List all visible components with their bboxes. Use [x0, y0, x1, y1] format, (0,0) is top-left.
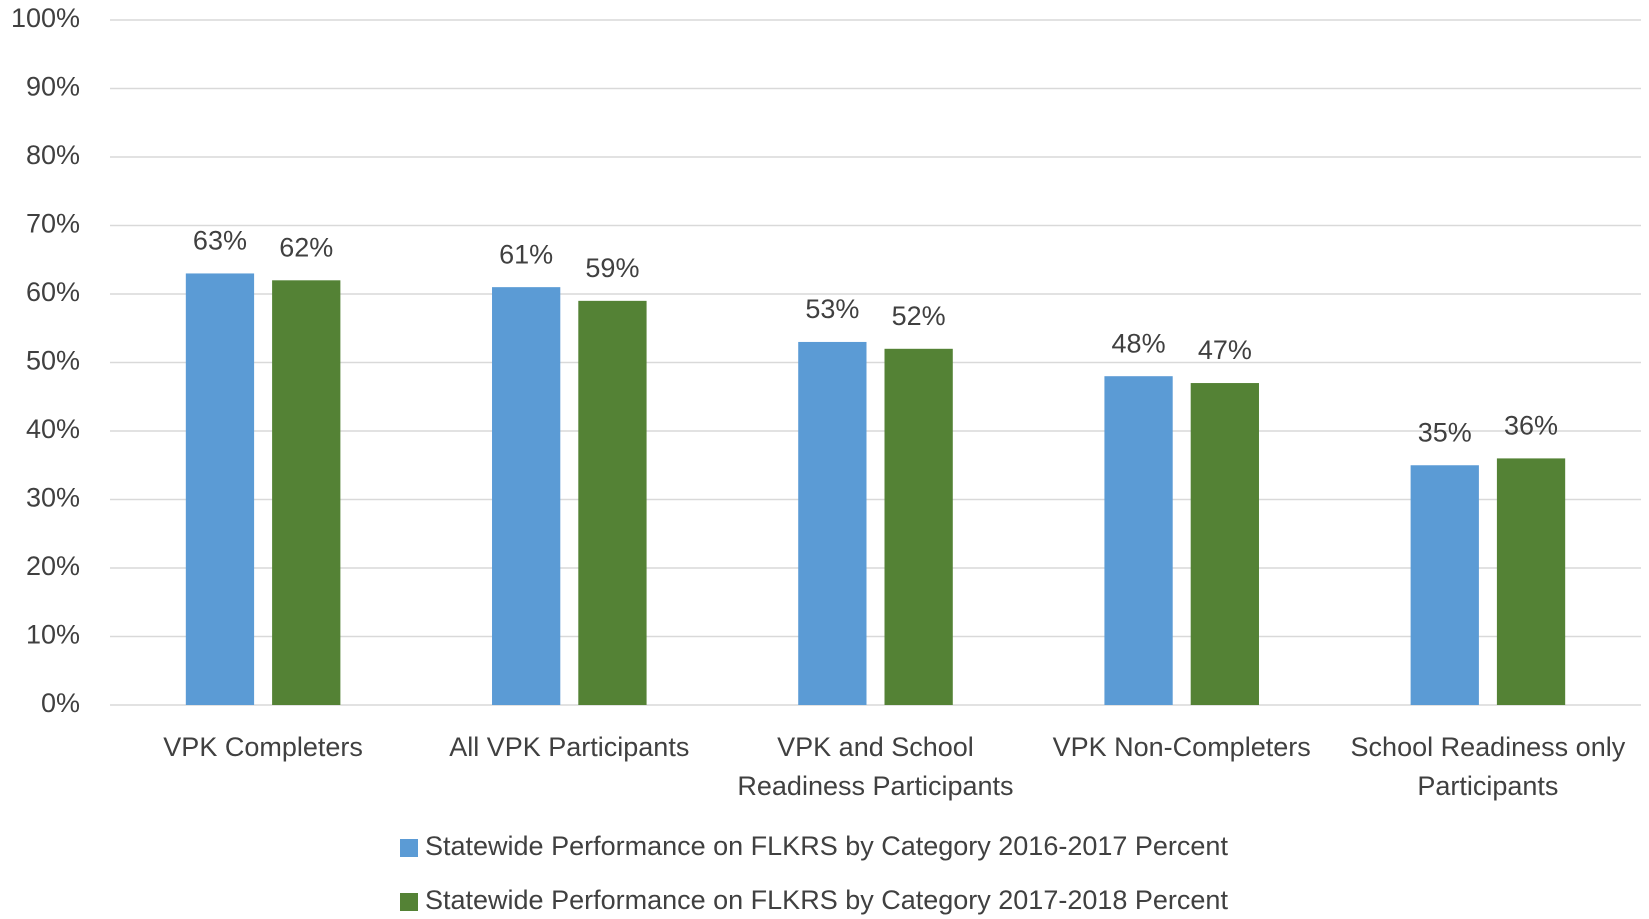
y-tick-label: 90% [26, 72, 80, 102]
data-label: 61% [499, 239, 553, 269]
legend-swatch [400, 893, 418, 911]
y-tick-label: 100% [11, 3, 80, 33]
bar [272, 280, 341, 705]
y-tick-label: 40% [26, 414, 80, 444]
data-label: 47% [1198, 335, 1252, 365]
x-tick-label: School Readiness only Participants [1350, 732, 1626, 801]
data-label: 52% [892, 301, 946, 331]
bar [185, 273, 255, 705]
legend-label: Statewide Performance on FLKRS by Catego… [425, 831, 1228, 861]
y-tick-label: 30% [26, 483, 80, 513]
data-label: 48% [1112, 328, 1166, 358]
legend-swatch [400, 839, 418, 857]
x-tick-label: VPK Non-Completers [1052, 732, 1311, 762]
y-tick-label: 20% [26, 551, 80, 581]
bar [492, 287, 561, 705]
legend-label: Statewide Performance on FLKRS by Catego… [425, 885, 1228, 915]
data-label: 35% [1418, 417, 1472, 447]
bar [1190, 383, 1259, 705]
y-tick-label: 10% [26, 620, 80, 650]
y-tick-label: 60% [26, 277, 80, 307]
x-tick-label: All VPK Participants [449, 732, 690, 762]
y-tick-label: 80% [26, 140, 80, 170]
y-tick-label: 0% [41, 688, 80, 718]
data-label: 63% [193, 226, 247, 256]
bar [1104, 376, 1173, 705]
data-label: 53% [805, 294, 859, 324]
y-tick-label: 50% [26, 346, 80, 376]
bar [1410, 465, 1479, 705]
bar [798, 341, 867, 705]
bar [1496, 458, 1566, 705]
data-label: 59% [585, 253, 639, 283]
y-tick-label: 70% [26, 209, 80, 239]
x-tick-label: VPK Completers [163, 732, 363, 762]
bar [884, 348, 953, 705]
data-label: 62% [279, 232, 333, 262]
bar [578, 300, 647, 705]
x-tick-label: VPK and School Readiness Participants [737, 732, 1014, 801]
data-label: 36% [1504, 411, 1558, 441]
